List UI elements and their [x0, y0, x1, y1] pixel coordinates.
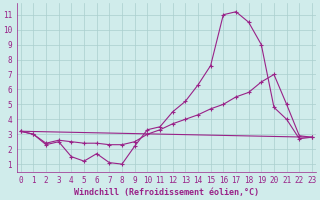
X-axis label: Windchill (Refroidissement éolien,°C): Windchill (Refroidissement éolien,°C)	[74, 188, 259, 197]
